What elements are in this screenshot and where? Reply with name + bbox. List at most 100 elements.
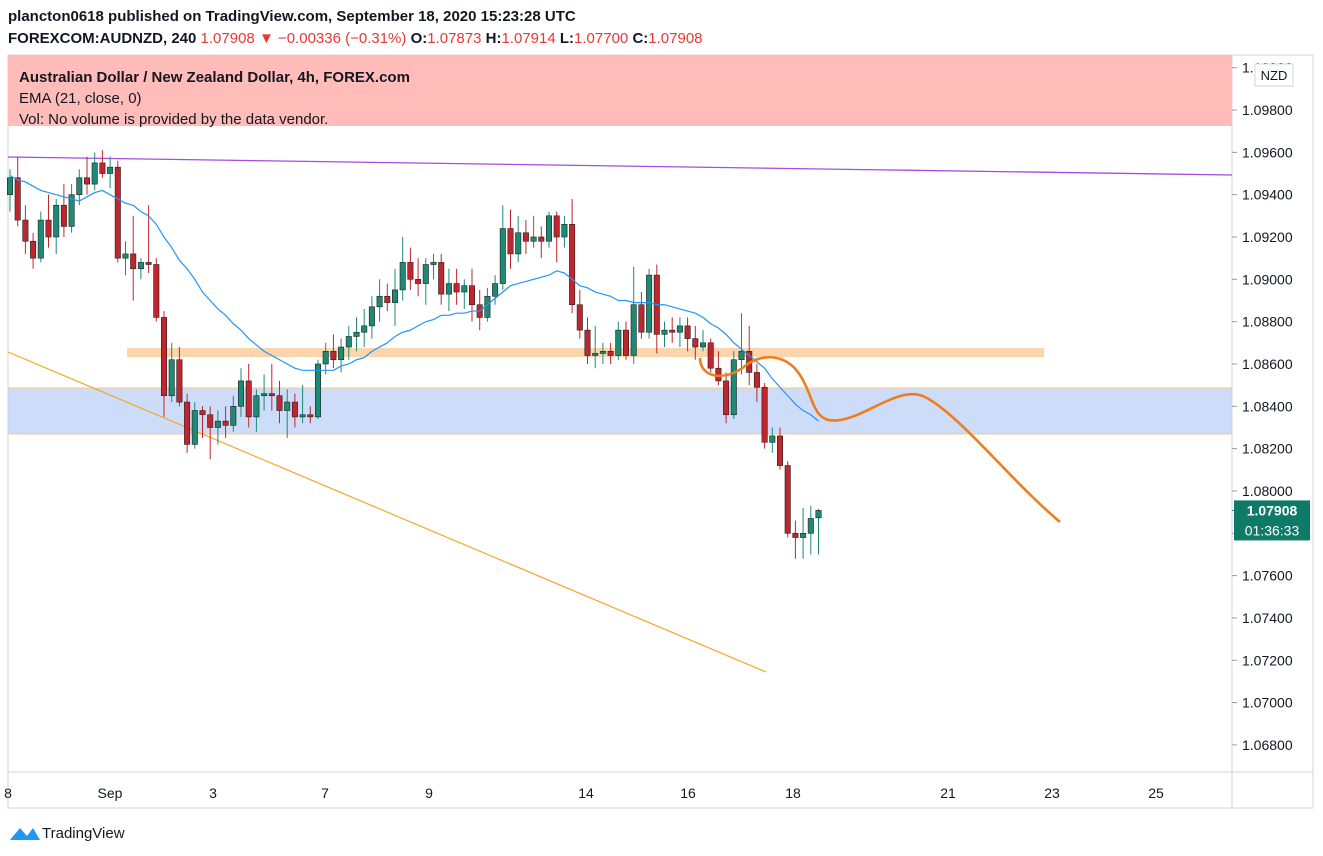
series [7,150,822,559]
candle-body [68,194,75,227]
candle-body [299,414,306,418]
candle-body [261,393,268,397]
y-tick-label: 1.08400 [1242,398,1293,414]
header: plancton0618 published on TradingView.co… [8,6,703,50]
published-line: plancton0618 published on TradingView.co… [8,6,703,28]
candle-body [553,215,560,238]
candle-body [345,336,352,348]
candle-body [622,329,629,356]
candle-body [761,386,768,443]
candle-body [800,532,807,538]
candle-body [468,285,475,306]
projection-curve [698,355,1061,523]
candle-body [669,329,676,333]
candle-body [545,215,552,242]
candle-body [384,295,391,303]
candle-body [91,162,98,185]
candle-body [492,283,499,297]
candle-body [37,219,44,259]
legend-title: Australian Dollar / New Zealand Dollar, … [19,69,410,86]
h: 1.07914 [501,30,556,47]
candle-body [676,325,683,333]
candle-body [415,279,422,284]
x-tick-label: 3 [209,785,217,801]
support-zone [8,388,1232,434]
last-price-box [1234,500,1310,541]
candle-body [599,350,606,354]
x-tick-label: Sep [98,785,123,801]
candle-body [499,228,506,284]
candle-body [114,166,121,259]
x-tick-label: 18 [785,785,801,801]
quote-line: FOREXCOM:AUDNZD, 240 1.07908 ▼ −0.00336 … [8,28,703,50]
candle-body [14,177,21,221]
candle-body [307,414,314,418]
x-tick-label: 14 [578,785,594,801]
axis: 1.068001.070001.072001.074001.076001.078… [4,60,1310,801]
candle-body [84,177,91,185]
candle-body [368,306,375,327]
candle-body [145,262,152,265]
candle-body [207,414,214,428]
candle-body [245,380,252,418]
candle-body [430,262,437,265]
logo-icon [10,828,40,840]
y-tick-label: 1.08600 [1242,356,1293,372]
candle-body [407,262,414,280]
candle-body [199,410,206,416]
candle-body [630,304,637,356]
candle-body [30,240,37,259]
candle-body [576,304,583,331]
candle-body [176,359,183,403]
change: ▼ −0.00336 (−0.31%) [258,30,407,47]
x-tick-label: 8 [4,785,12,801]
countdown: 01:36:33 [1245,522,1300,538]
candle-body [291,401,298,418]
legend-ema: EMA (21, close, 0) [19,90,142,107]
candle-body [7,177,14,195]
candle-body [730,359,737,416]
logo-text: TradingView [42,825,125,842]
x-tick-label: 25 [1148,785,1164,801]
symbol: FOREXCOM:AUDNZD, 240 [8,30,197,47]
candle-body [76,177,83,195]
legend-box [8,55,1232,126]
candle-body [569,224,576,306]
candle-body [376,295,383,308]
candle-body [445,283,452,295]
candle-body [161,317,168,397]
y-tick-label: 1.08000 [1242,483,1293,499]
candle-body [753,372,760,388]
y-tick-label: 1.09200 [1242,229,1293,245]
candle-body [284,401,291,411]
candle-body [184,401,191,445]
candle-body [784,465,791,534]
y-tick-label: 1.09600 [1242,144,1293,160]
candle-body [330,350,337,361]
candle-body [191,410,198,445]
y-tick-label: 1.07600 [1242,568,1293,584]
candle-body [60,204,67,227]
y-tick-label: 1.06800 [1242,737,1293,753]
candle-body [53,204,60,238]
candle-body [130,253,137,270]
candle-body [661,329,668,335]
currency-box [1254,63,1294,87]
o-key: O: [410,30,428,47]
candle-body [538,236,545,242]
y-tick-label: 1.09800 [1242,102,1293,118]
candle-body [723,380,730,416]
published: plancton0618 published on TradingView.co… [8,8,576,25]
candle-body [607,350,614,356]
candle-body [338,346,345,361]
candle-body [792,532,799,538]
candle-body [738,350,745,361]
candle-body [530,236,537,242]
candle-body [592,353,599,356]
candle-body [461,285,468,293]
l: 1.07700 [574,30,629,47]
h-key: H: [485,30,502,47]
candle-body [507,228,514,255]
